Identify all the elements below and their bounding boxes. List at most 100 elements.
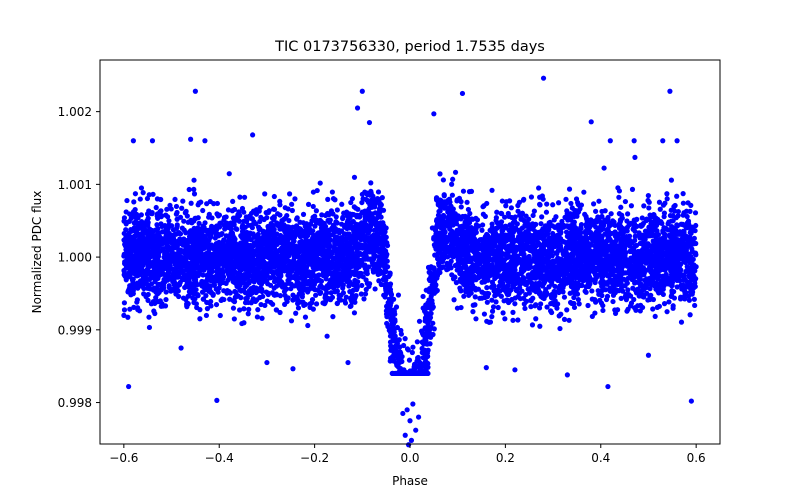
data-point [271,193,277,200]
data-point [515,202,521,209]
data-point [237,194,243,200]
data-point [266,208,272,214]
data-point [603,296,610,303]
data-point [563,229,570,235]
data-point [415,355,421,361]
data-point [482,213,488,219]
data-point [567,290,573,296]
data-point [522,305,528,312]
data-point [486,319,492,325]
data-point [499,198,505,204]
data-point [230,305,237,311]
data-point [363,196,369,203]
data-point [674,193,680,199]
data-point [470,309,476,315]
data-point [290,366,296,372]
data-point [158,213,165,219]
data-point [353,205,359,211]
data-point [289,201,295,207]
data-point [430,320,436,326]
data-point [441,193,447,199]
data-point [351,174,358,180]
data-point [510,317,516,323]
data-point [430,331,436,338]
data-point [275,211,281,217]
data-point [544,304,550,310]
data-point [516,234,522,240]
data-point [639,215,645,221]
data-point [566,317,572,323]
data-point [351,310,358,316]
data-point [282,301,288,308]
data-point [618,295,624,302]
data-point [292,196,298,202]
data-point [493,299,499,305]
data-point [500,310,506,316]
data-point [362,291,369,297]
data-point [260,293,266,300]
data-point [145,291,151,298]
data-point [168,288,174,294]
data-point [533,316,539,322]
data-point [563,196,569,202]
data-point [331,244,337,250]
data-point [133,211,140,217]
data-point [153,204,159,211]
data-point [610,298,616,305]
data-point [381,292,387,298]
data-point [608,211,614,217]
data-point [561,316,568,322]
data-point [295,305,302,311]
data-point [593,208,599,214]
data-point [241,287,247,294]
data-point [429,282,435,288]
data-point [481,311,488,317]
data-point [645,197,651,204]
data-point [614,307,621,313]
data-point [361,296,367,302]
data-point [191,177,197,183]
data-point [246,306,252,312]
data-point [123,227,129,233]
data-point [489,314,495,320]
data-point [289,207,295,214]
data-point [180,198,186,204]
data-point [297,219,303,225]
data-point [420,293,426,300]
data-point [356,214,363,220]
data-point [609,277,616,284]
data-point [519,211,525,217]
data-point [493,215,499,221]
data-point [624,218,630,224]
data-point [172,196,178,203]
data-point [502,316,508,322]
data-point [639,304,646,311]
data-point [221,288,227,294]
data-point [340,285,346,291]
data-point [620,288,626,294]
data-point [669,288,675,294]
data-point [458,288,464,294]
data-point [660,291,666,298]
data-point [405,347,411,353]
data-point [393,304,400,310]
data-point [409,349,415,356]
data-point [217,312,223,319]
data-point [654,304,660,310]
data-point [646,205,652,211]
data-point [138,185,145,191]
data-point [479,227,485,233]
chart-title: TIC 0173756330, period 1.7535 days [274,39,545,55]
data-point [203,293,209,299]
data-point [561,294,568,300]
data-point [329,189,335,195]
data-point [435,260,442,266]
data-point [668,293,675,299]
data-point [363,277,369,283]
data-point [206,211,212,217]
data-point [401,342,407,349]
data-point [666,299,672,305]
data-point [310,203,316,210]
data-point [173,203,180,210]
